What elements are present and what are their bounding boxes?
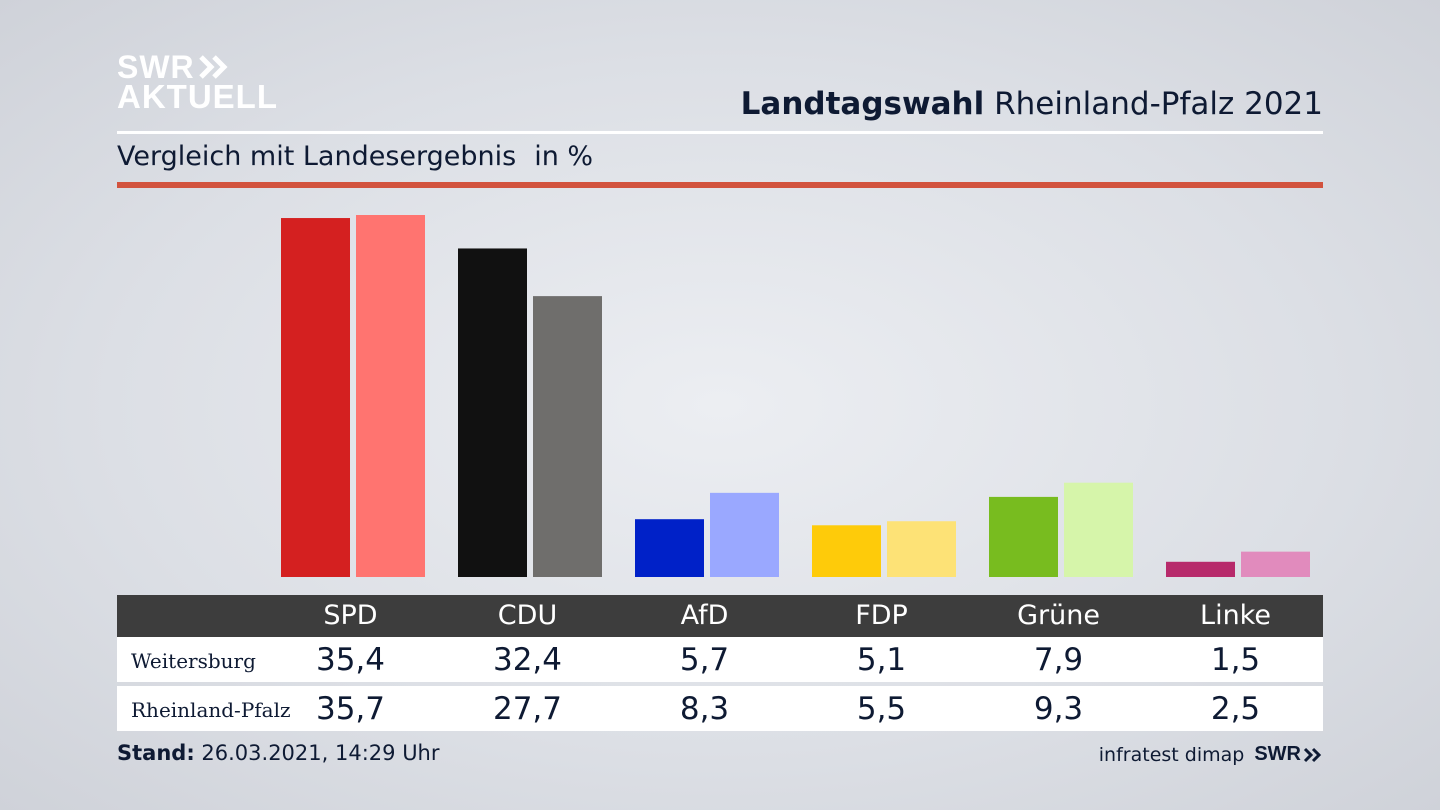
- title-rest: Rheinland-Pfalz 2021: [994, 86, 1323, 122]
- table-cell: 2,5: [1210, 691, 1261, 727]
- table-cell: 5,1: [856, 642, 907, 678]
- header-party-cdu: CDU: [497, 600, 558, 631]
- header-party-gruene: Grüne: [1017, 600, 1100, 631]
- chart-subtitle: Vergleich mit Landesergebnis in %: [117, 141, 593, 172]
- bar-linke-local: [1166, 561, 1235, 577]
- bar-fdp-state: [887, 521, 956, 577]
- swr-aktuell-logo: SWR AKTUELL: [117, 49, 278, 115]
- bar-spd-local: [281, 218, 350, 577]
- bar-grne-local: [989, 496, 1058, 577]
- logo-line2: AKTUELL: [117, 78, 278, 115]
- chevron-right-double-icon: [1303, 747, 1322, 762]
- accent-divider: [117, 182, 1323, 188]
- header-party-spd: SPD: [323, 600, 378, 631]
- table-cell: 8,3: [679, 691, 730, 727]
- table-cell: 5,5: [856, 691, 907, 727]
- bar-chart: [281, 215, 1310, 577]
- header-party-linke: Linke: [1200, 600, 1271, 631]
- table-cell: 9,3: [1033, 691, 1084, 727]
- table-header: SPD CDU AfD FDP Grüne Linke: [117, 595, 1323, 637]
- subtitle-text: Vergleich mit Landesergebnis: [117, 141, 517, 172]
- bar-cdu-state: [533, 296, 602, 577]
- chevron-right-double-icon: [198, 55, 228, 79]
- bar-fdp-local: [812, 525, 881, 577]
- row-label: Weitersburg: [131, 649, 256, 673]
- table-cell: 27,7: [492, 691, 563, 727]
- subtitle-unit: in %: [534, 141, 594, 172]
- swr-brand: SWR: [1254, 743, 1323, 766]
- bar-afd-state: [710, 492, 779, 577]
- table-cell: 32,4: [492, 642, 563, 678]
- header-party-afd: AfD: [680, 600, 729, 631]
- header-divider: [117, 131, 1323, 134]
- bar-spd-state: [356, 215, 425, 577]
- row-label: Rheinland-Pfalz: [131, 698, 291, 722]
- table-cell: 35,4: [315, 642, 386, 678]
- header-party-fdp: FDP: [855, 600, 908, 631]
- source-text: infratest dimap: [1098, 743, 1245, 766]
- logo-line1: SWR: [117, 49, 195, 85]
- table-cell: 5,7: [679, 642, 730, 678]
- page-title: Landtagswahl Rheinland-Pfalz 2021: [741, 86, 1323, 122]
- stand-label: Stand:: [117, 741, 195, 765]
- table-cell: 1,5: [1210, 642, 1261, 678]
- table-cell: 35,7: [315, 691, 386, 727]
- bar-linke-state: [1241, 551, 1310, 577]
- table-row: Weitersburg 35,4 32,4 5,7 5,1 7,9 1,5: [117, 637, 1323, 682]
- source-credit: infratest dimap SWR: [1099, 743, 1323, 766]
- stand-value: 26.03.2021, 14:29 Uhr: [201, 741, 440, 765]
- bar-cdu-local: [458, 248, 527, 577]
- table-row: Rheinland-Pfalz 35,7 27,7 8,3 5,5 9,3 2,…: [117, 686, 1323, 731]
- title-bold: Landtagswahl: [740, 86, 985, 122]
- table-cell: 7,9: [1033, 642, 1084, 678]
- bar-afd-local: [635, 519, 704, 577]
- timestamp: Stand: 26.03.2021, 14:29 Uhr: [117, 741, 440, 765]
- brand-text: SWR: [1254, 743, 1301, 765]
- bar-grne-state: [1064, 482, 1133, 577]
